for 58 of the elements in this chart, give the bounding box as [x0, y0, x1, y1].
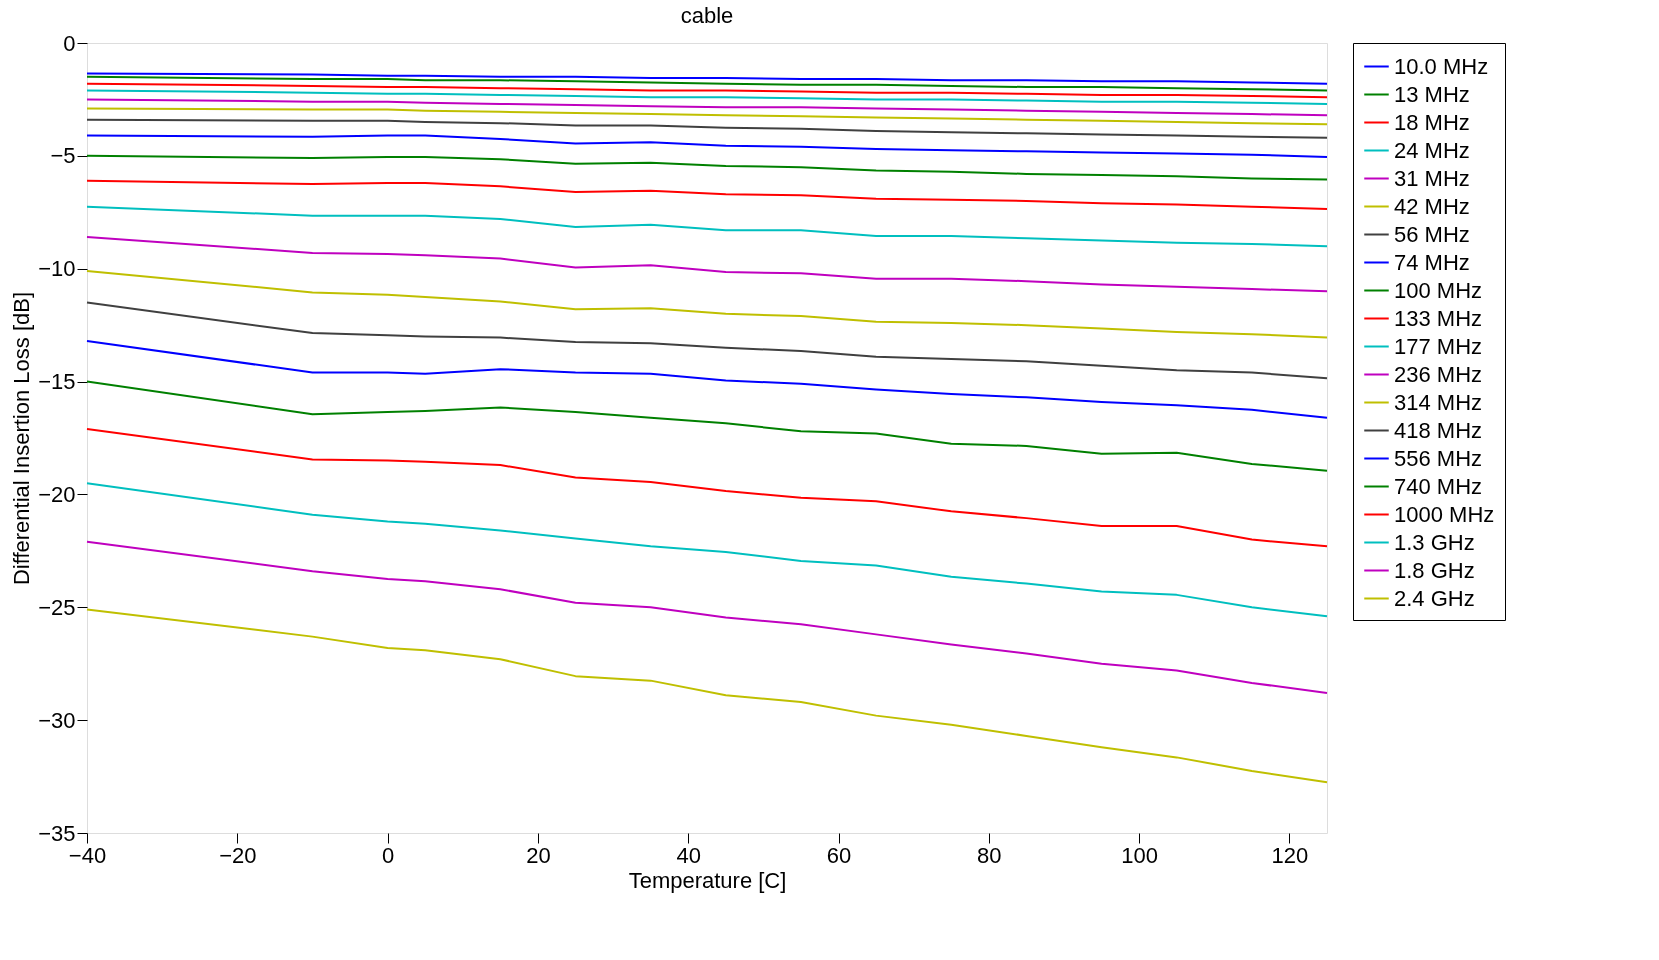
legend-label: 314 MHz	[1394, 389, 1483, 415]
line-series	[86, 134, 1328, 158]
y-tick-label: −10	[38, 256, 76, 282]
y-tick-label: −30	[38, 707, 76, 733]
legend-label: 177 MHz	[1394, 333, 1483, 359]
line-series	[86, 118, 1328, 139]
legend-label: 18 MHz	[1394, 109, 1470, 135]
x-tick-label: 20	[526, 842, 551, 868]
x-tick-label: 40	[676, 842, 701, 868]
legend-label: 13 MHz	[1394, 81, 1470, 107]
line-series	[86, 72, 1328, 85]
x-tick-label: −20	[219, 842, 257, 868]
line-series	[86, 205, 1328, 248]
legend-label: 1000 MHz	[1394, 501, 1495, 527]
y-tick-label: 0	[63, 30, 76, 56]
y-axis-title: Differential Insertion Loss [dB]	[9, 291, 35, 586]
x-tick-label: 0	[381, 842, 395, 868]
line-series	[86, 179, 1328, 210]
y-tick-label: −25	[38, 594, 76, 620]
legend-label: 31 MHz	[1394, 165, 1470, 191]
line-series	[86, 75, 1328, 92]
line-series	[86, 339, 1328, 419]
legend-label: 100 MHz	[1394, 277, 1483, 303]
line-series	[86, 107, 1328, 126]
line-series	[86, 236, 1328, 293]
legend-label: 236 MHz	[1394, 361, 1483, 387]
y-tick-label: −5	[50, 143, 76, 169]
x-axis-title: Temperature [C]	[628, 867, 787, 893]
line-series	[86, 269, 1328, 339]
line-series	[86, 82, 1328, 99]
line-series	[86, 98, 1328, 117]
legend-label: 418 MHz	[1394, 417, 1483, 443]
line-series	[86, 540, 1328, 695]
x-tick-label: 80	[977, 842, 1002, 868]
legend-label: 556 MHz	[1394, 445, 1483, 471]
legend-label: 42 MHz	[1394, 193, 1470, 219]
line-series	[86, 380, 1328, 472]
legend-label: 10.0 MHz	[1394, 53, 1489, 79]
x-tick-label: 100	[1121, 842, 1158, 868]
line-series	[86, 427, 1328, 548]
x-tick-label: 120	[1271, 842, 1309, 868]
chart-title: cable	[680, 3, 734, 28]
x-tick-label: 60	[826, 842, 852, 868]
line-series	[86, 482, 1328, 618]
line-series	[86, 608, 1328, 784]
legend-label: 2.4 GHz	[1394, 585, 1475, 611]
y-tick-label: −15	[38, 369, 76, 395]
legend-label: 1.8 GHz	[1394, 557, 1475, 583]
legend-label: 133 MHz	[1394, 305, 1483, 331]
legend-label: 24 MHz	[1394, 137, 1470, 163]
legend-label: 740 MHz	[1394, 473, 1483, 499]
legend-label: 74 MHz	[1394, 249, 1470, 275]
legend-label: 1.3 GHz	[1394, 529, 1475, 555]
legend-label: 56 MHz	[1394, 221, 1470, 247]
line-series	[86, 154, 1328, 181]
line-series	[86, 89, 1328, 105]
line-series	[86, 301, 1328, 380]
y-tick-label: −20	[38, 481, 76, 507]
